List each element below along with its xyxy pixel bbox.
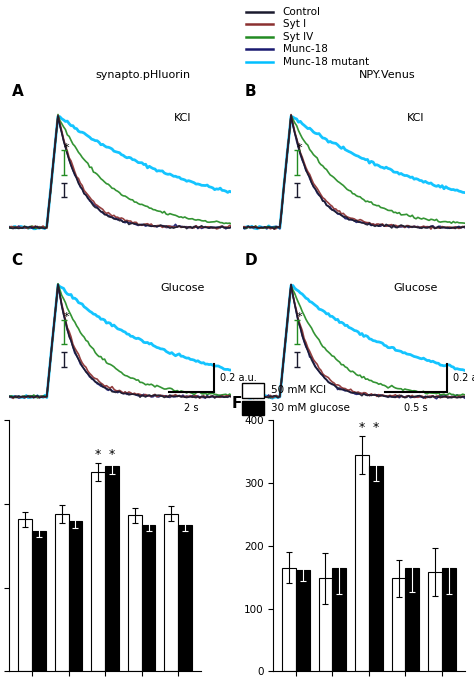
Text: Munc-18 mutant: Munc-18 mutant [283,57,369,67]
Bar [296,570,310,671]
Bar [428,572,442,671]
Text: *: * [64,312,69,322]
Bar [164,514,178,671]
Text: A: A [12,83,23,98]
Text: *: * [64,142,69,153]
Bar [282,567,296,671]
Bar [392,578,405,671]
FancyBboxPatch shape [242,401,264,415]
Text: *: * [297,312,302,322]
Bar [69,521,82,671]
Text: 50 mM KCl: 50 mM KCl [271,386,326,395]
Bar [142,525,155,671]
Text: *: * [373,421,379,434]
Bar [369,466,383,671]
Bar [18,519,32,671]
Text: *: * [95,448,101,461]
Text: *: * [297,142,302,153]
Text: Control: Control [283,7,320,17]
Text: Syt I: Syt I [283,20,306,29]
Text: Syt IV: Syt IV [283,32,313,42]
Text: NPY.Venus: NPY.Venus [358,71,415,81]
Bar [128,515,142,671]
Text: KCl: KCl [174,113,191,123]
Text: Glucose: Glucose [160,283,205,293]
Text: 0.2 a.u.: 0.2 a.u. [220,373,257,383]
Text: Munc-18: Munc-18 [283,44,328,54]
Bar [55,514,69,671]
Text: KCl: KCl [407,113,424,123]
Text: *: * [359,421,365,434]
Bar [442,567,456,671]
Text: B: B [245,83,256,98]
Text: 2 s: 2 s [184,403,199,414]
Bar [405,567,419,671]
Text: F: F [231,396,242,411]
Text: D: D [245,253,257,268]
Bar [332,567,346,671]
Text: synapto.pHluorin: synapto.pHluorin [95,71,190,81]
Bar [105,466,119,671]
Text: *: * [109,448,115,461]
Bar [319,578,332,671]
Bar [91,472,105,671]
Bar [32,530,46,671]
FancyBboxPatch shape [242,384,264,397]
Text: 30 mM glucose: 30 mM glucose [271,403,350,413]
Bar [178,525,192,671]
Text: C: C [12,253,23,268]
Bar [355,455,369,671]
Text: Glucose: Glucose [393,283,438,293]
Text: 0.2 a.u.: 0.2 a.u. [454,373,474,383]
Text: 0.5 s: 0.5 s [404,403,428,414]
